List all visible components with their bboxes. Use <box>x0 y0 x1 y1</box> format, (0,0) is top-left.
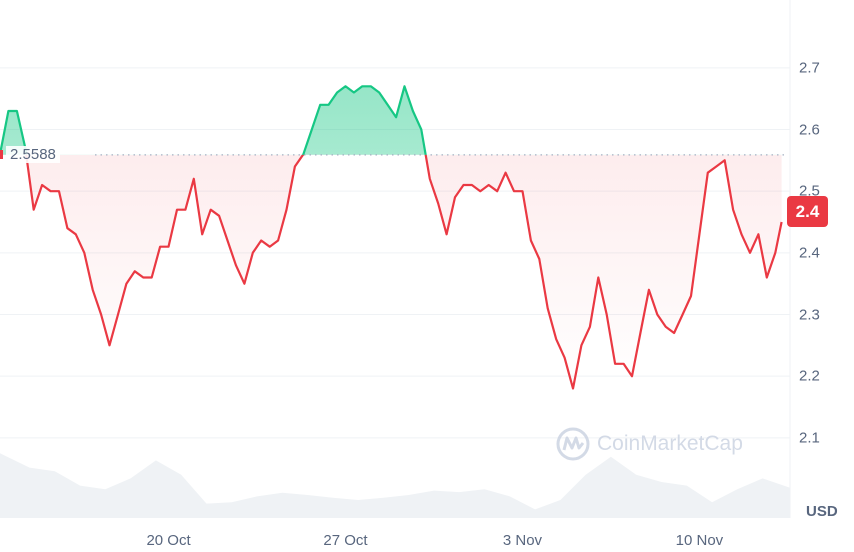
price-line-below-baseline <box>25 154 783 390</box>
watermark-text: CoinMarketCap <box>597 432 743 455</box>
current-price-badge: 2.4 <box>787 196 828 227</box>
y-tick-label: 2.3 <box>799 306 820 323</box>
baseline-label: 2.5588 <box>6 146 60 163</box>
x-tick-label: 10 Nov <box>675 532 724 549</box>
currency-label: USD <box>806 503 838 520</box>
volume-area-group <box>0 453 790 518</box>
y-tick-label: 2.7 <box>799 59 820 77</box>
coinmarketcap-logo-icon <box>556 427 590 461</box>
x-tick-label: 20 Oct <box>146 532 191 549</box>
x-tick-label: 27 Oct <box>323 532 368 549</box>
price-line-above-baseline <box>0 85 427 155</box>
y-tick-label: 2.4 <box>799 244 820 262</box>
baseline-marker <box>0 150 3 159</box>
y-tick-label: 2.6 <box>799 121 820 138</box>
volume-area <box>0 453 790 518</box>
y-tick-label: 2.2 <box>799 367 820 385</box>
y-tick-label: 2.5 <box>799 182 820 200</box>
y-tick-label: 2.1 <box>799 429 820 447</box>
x-tick-label: 3 Nov <box>502 532 543 549</box>
price-fill-above-baseline <box>0 86 426 155</box>
coinmarketcap-watermark: CoinMarketCap <box>555 426 743 462</box>
price-fill-below-baseline <box>0 154 782 389</box>
